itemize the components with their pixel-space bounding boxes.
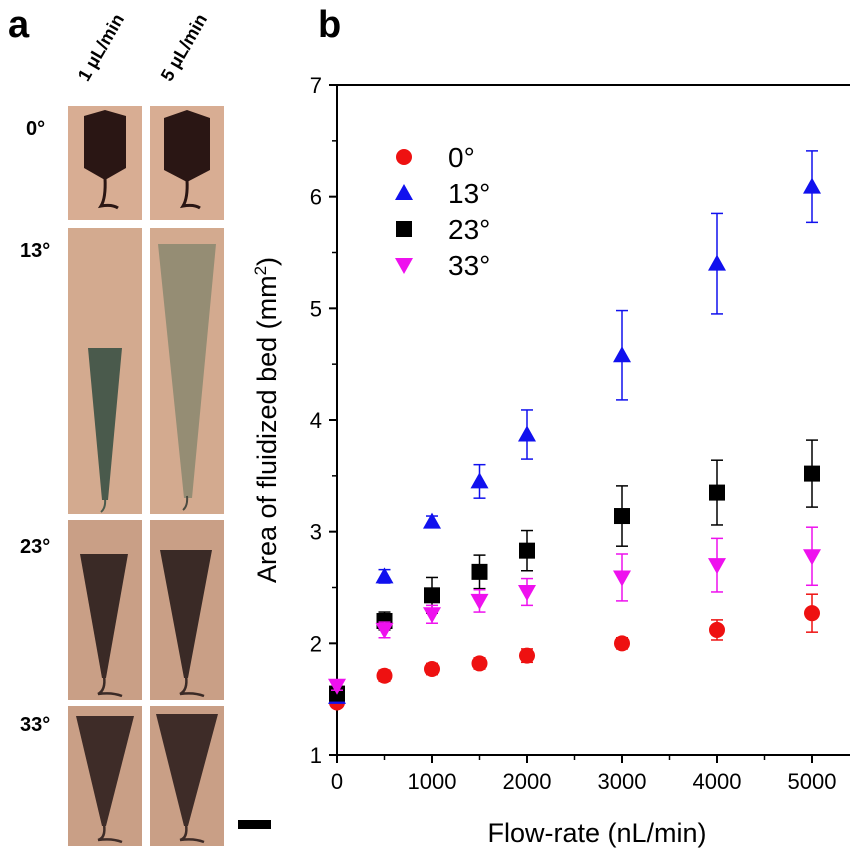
photo-33deg-5ulmin [150,706,224,846]
data-point [613,570,631,587]
series-2 [329,439,820,702]
x-tick-label: 5000 [788,769,837,794]
y-tick-label: 5 [310,296,322,321]
x-axis-title: Flow-rate (nL/min) [487,818,706,848]
x-tick-label: 1000 [408,769,457,794]
legend-marker [395,184,413,200]
y-tick-label: 7 [310,73,322,98]
data-point [614,508,630,525]
y-tick-label: 2 [310,631,322,656]
data-point [519,542,535,559]
x-tick-label: 3000 [598,769,647,794]
legend-label: 0° [448,142,475,173]
data-point [518,584,536,601]
chart-axes: 0 1000 2000 3000 4000 5000 1 2 3 4 5 6 7 [310,73,850,794]
series-3 [328,526,821,695]
legend-marker [396,221,412,237]
y-tick-label: 6 [310,185,322,210]
data-point [471,655,488,672]
legend-label: 13° [448,178,490,209]
chart-plot-area [328,150,821,711]
photo-0deg-5ulmin [150,106,224,220]
data-point [376,667,393,684]
row-label-33deg: 33° [20,714,51,736]
series-0 [329,593,820,711]
data-point [803,177,821,194]
data-point [424,587,440,604]
photo-13deg-5ulmin [150,228,224,514]
data-point [375,622,394,639]
legend-marker [396,149,412,165]
data-point [708,558,726,575]
data-point [709,621,725,638]
photo-23deg-1ulmin [68,520,142,700]
data-point [803,549,821,566]
photo-0deg-1ulmin [68,106,142,220]
photo-13deg-1ulmin [68,228,142,514]
y-axis-title-text: Area of fluidized bed (mm [252,275,282,583]
data-point [519,647,535,664]
y-axis-title-superscript: 2 [251,266,270,275]
data-point [708,254,726,271]
legend-label: 23° [448,214,490,245]
data-point [471,563,488,580]
chart-legend: 0° 13° 23° 33° [395,142,490,281]
legend-marker [395,258,413,274]
data-point [375,567,394,584]
y-tick-label: 3 [310,520,322,545]
data-point [518,425,536,442]
x-tick-label: 0 [331,769,343,794]
data-point [804,465,820,482]
data-point [423,607,441,624]
data-point [613,346,631,363]
data-point [804,605,820,622]
panel-b-letter: b [318,4,342,46]
data-point [423,512,441,529]
data-point [709,484,725,501]
y-axis-title-close: ) [252,257,282,266]
y-axis-title: Area of fluidized bed (mm2) [251,257,282,583]
row-label-0deg: 0° [26,118,46,140]
photo-33deg-1ulmin [68,706,142,846]
x-tick-label: 2000 [503,769,552,794]
y-tick-label: 1 [310,743,322,768]
row-label-23deg: 23° [20,536,51,558]
photo-23deg-5ulmin [150,520,224,700]
x-tick-label: 4000 [693,769,742,794]
panel-a-letter: a [8,4,30,46]
row-label-13deg: 13° [20,240,51,262]
data-point [328,678,346,695]
scale-bar [238,820,271,829]
y-tick-label: 4 [310,408,322,433]
legend-label: 33° [448,250,490,281]
data-point [424,661,440,678]
data-point [470,472,489,489]
data-point [614,635,630,652]
data-point [470,593,489,610]
